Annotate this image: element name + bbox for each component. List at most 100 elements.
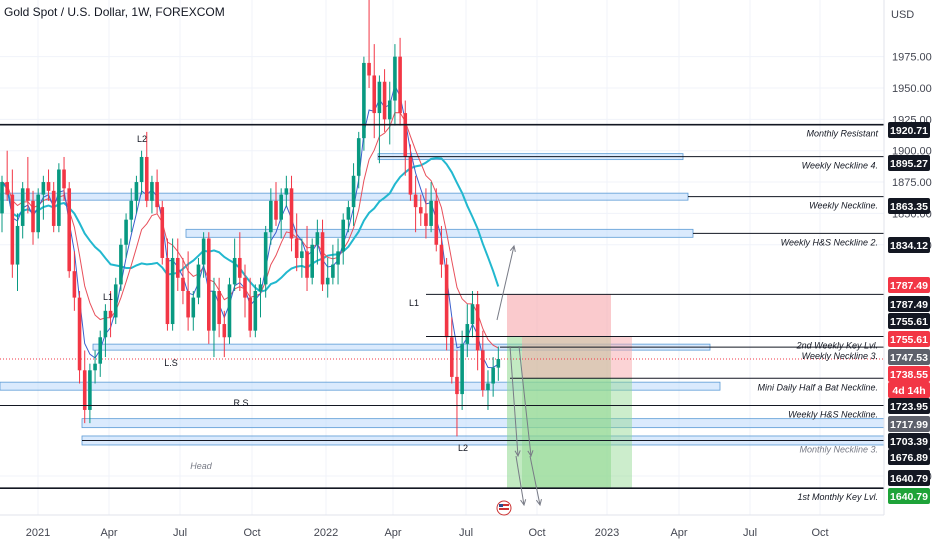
candle-body [238,257,242,278]
candle-body [274,200,278,220]
price-badge [888,313,930,329]
candle-body [88,370,92,410]
neckline-zone [81,418,885,429]
candle-body [51,190,56,226]
price-badge-label: 4d 14h [892,385,925,397]
pattern-label: L.S [164,358,178,368]
candle-body [481,350,485,391]
price-badge [888,449,930,465]
price-badge [888,155,930,171]
candle-body [444,264,449,338]
candle-body [113,284,118,318]
candle-body [372,75,377,114]
projection-arrow-head [520,499,527,507]
level-label: 2nd Weekly Key Lvl. [796,340,878,350]
candle-body [26,188,30,201]
pattern-label: Head [190,461,213,471]
candle-body [413,194,418,208]
candle-body [269,200,273,233]
price-badge-label: 1703.39 [890,436,928,448]
candle-body [207,238,211,331]
candle-body [434,200,439,245]
candle-body [181,277,185,292]
price-badge [888,433,930,449]
pattern-labels: L2 L1 L.S R.S Head L1 L2 [103,134,468,471]
time-tick-label: 2022 [314,527,338,539]
price-badge [888,382,930,398]
grid [0,0,884,515]
pattern-label: L1 [103,292,113,302]
price-badge-label: 1863.35 [890,201,928,213]
candle-body [186,291,190,318]
candle-body [160,207,165,258]
candle-body [93,363,97,371]
candle-body [336,251,340,265]
candle-body [150,182,154,201]
candle-body [367,62,371,76]
price-tick-label: 1950.00 [892,83,932,95]
candle-body [139,156,144,183]
candle-body [253,291,258,331]
candle-body [439,244,444,265]
time-tick-label: Jul [459,527,473,539]
candle-body [382,81,387,120]
candle-body [258,284,263,292]
time-axis: 2021 Apr Jul Oct 2022 Apr Jul Oct 2023 Apr Jul Oct [26,527,829,539]
candle-body [196,264,201,298]
price-badge-label: 1747.53 [890,352,928,364]
price-badge-label: 1787.49 [890,280,928,292]
level-lines: Monthly Resistant Weekly Neckline 4. Weekl… [0,123,884,502]
candle-body [119,244,123,285]
price-badges: 1920.71 1895.27 1863.35 1834.12 1787.49 1787.… [888,122,930,504]
candle-body [31,200,35,233]
price-badge [888,349,930,365]
candle-body [232,257,237,285]
projection-arrows [496,244,542,507]
candle-body [165,257,170,325]
price-badge [888,366,930,382]
candle-body [57,169,61,226]
candle-body [305,251,309,278]
candle-body [134,182,139,201]
candle-body [170,257,175,325]
time-tick-label: Apr [100,527,117,539]
candle-body [346,207,351,220]
projection-arrow-head [514,450,521,458]
candle-body [470,304,475,325]
stop-zone [507,294,611,337]
candle-body [62,169,66,189]
candle-body [103,310,108,338]
price-badge-label: 1738.55 [890,369,928,381]
time-tick-label: Jul [173,527,187,539]
candle-body [212,291,216,331]
candle-body [20,188,25,226]
price-badge [888,470,930,486]
candle-body [0,182,4,214]
candle-body [77,297,82,371]
projection-arrow [509,345,519,457]
candle-body [248,297,252,331]
level-label: Weekly H&S Neckline 2. [781,237,878,247]
price-badge [888,296,930,312]
price-badge [888,416,930,432]
level-label: Mini Daily Half a Bat Neckline. [757,382,878,392]
candle-body [108,310,113,318]
us-flag-event-icon[interactable] [496,500,512,516]
candle-body [408,156,413,195]
price-badge-label: 1640.79 [890,473,928,485]
level-label: 1st Monthly Key Lvl. [797,492,878,502]
time-tick-label: Oct [528,527,545,539]
price-badge-label: 1755.61 [890,316,928,328]
projection-arrow-head [509,244,516,252]
candle-body [351,175,356,208]
level-label: Weekly Neckline 3. [802,351,878,361]
candle-body [325,277,330,285]
candle-body [356,138,361,176]
stop-zone-2 [522,336,632,379]
level-label: Weekly Neckline. [809,201,878,211]
candle-body [222,324,227,338]
candle-body [263,232,268,285]
candle-body [310,244,314,278]
candle-body [398,56,402,114]
